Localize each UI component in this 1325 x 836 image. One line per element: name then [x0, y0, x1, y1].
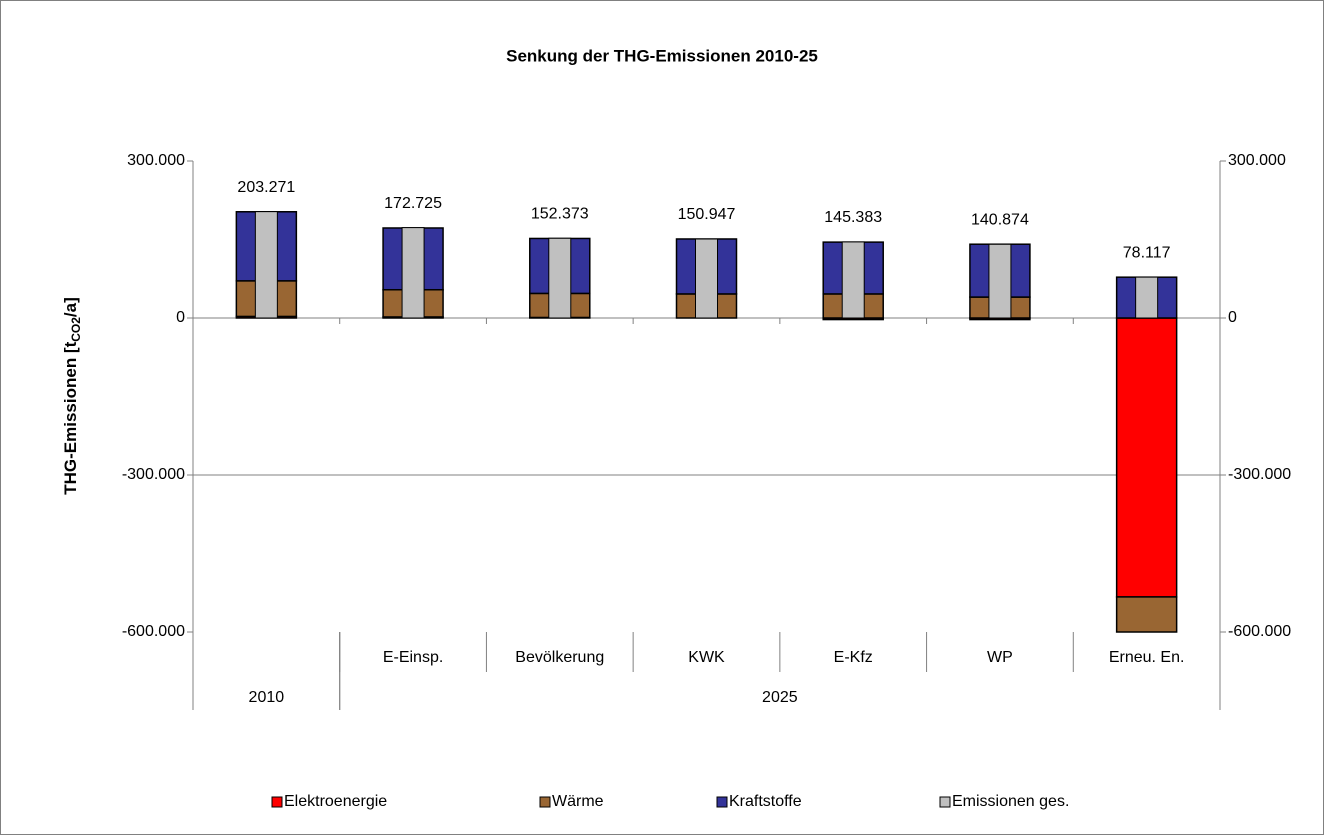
data-label: 140.874 — [971, 211, 1029, 228]
y2-tick-label: -600.000 — [1228, 623, 1291, 640]
data-label: 172.725 — [384, 195, 442, 212]
total-bar — [548, 237, 572, 319]
total-bar — [988, 243, 1012, 319]
x-tick-label: KWK — [688, 649, 725, 666]
y2-tick-label: -300.000 — [1228, 466, 1291, 483]
data-label: 152.373 — [531, 205, 589, 222]
total-bar — [695, 238, 718, 319]
x-tick-label: Bevölkerung — [515, 649, 604, 666]
data-label: 78.117 — [1123, 244, 1171, 261]
bar-segment — [1115, 317, 1178, 598]
y-axis-label: THG-Emissionen [tCO2/a] — [61, 297, 83, 495]
legend-swatch — [539, 796, 551, 808]
legend-label: Emissionen ges. — [952, 793, 1069, 810]
y2-tick-label: 0 — [1228, 309, 1237, 326]
legend-label: Kraftstoffe — [729, 793, 802, 810]
total-bar — [841, 241, 865, 319]
legend-swatch — [939, 796, 951, 808]
x-tick-label: E-Kfz — [834, 649, 873, 666]
legend-swatch — [716, 796, 728, 808]
total-bar — [1135, 276, 1159, 319]
total-bar — [401, 227, 425, 319]
bar-segment — [1115, 596, 1178, 633]
group-label: 2010 — [249, 689, 285, 706]
data-label: 150.947 — [678, 206, 736, 223]
x-tick-label: WP — [987, 649, 1013, 666]
y-tick-label: 300.000 — [127, 152, 185, 169]
x-tick-label: E-Einsp. — [383, 649, 443, 666]
total-bar — [254, 211, 278, 319]
y-label-sub: CO2 — [69, 317, 83, 342]
chart-title: Senkung der THG-Emissionen 2010-25 — [506, 46, 818, 65]
legend-label: Wärme — [552, 793, 604, 810]
legend-swatch — [271, 796, 283, 808]
y-label-part: /a] — [61, 297, 80, 317]
group-label: 2025 — [762, 689, 798, 706]
y-tick-label: -300.000 — [122, 466, 185, 483]
x-tick-label: Erneu. En. — [1109, 649, 1185, 666]
y2-tick-label: 300.000 — [1228, 152, 1286, 169]
legend-label: Elektroenergie — [284, 793, 387, 810]
data-label: 145.383 — [824, 209, 882, 226]
y-tick-label: 0 — [176, 309, 185, 326]
y-tick-label: -600.000 — [122, 623, 185, 640]
data-label: 203.271 — [237, 179, 295, 196]
y-label-part: THG-Emissionen [t — [61, 341, 80, 494]
